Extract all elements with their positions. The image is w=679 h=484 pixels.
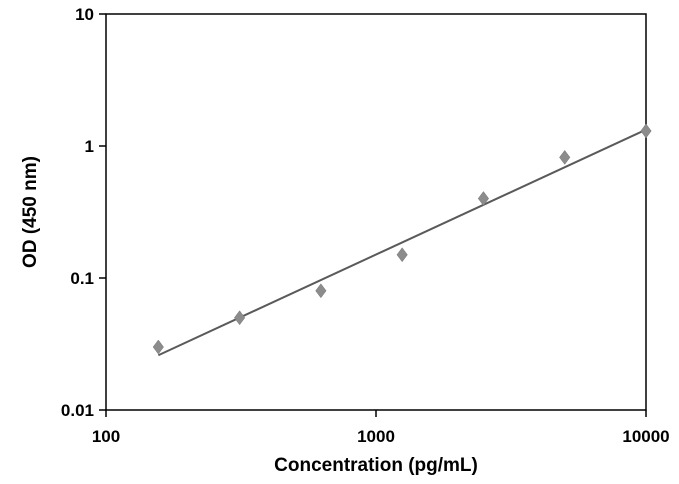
data-point-diamond — [315, 283, 327, 299]
x-axis-title: Concentration (pg/mL) — [274, 455, 478, 476]
data-points — [152, 123, 652, 355]
x-tick-label: 1000 — [357, 427, 395, 446]
data-point-diamond — [477, 191, 490, 206]
data-point-diamond — [396, 247, 408, 263]
x-tick-label: 100 — [92, 427, 120, 446]
data-point-diamond — [559, 149, 571, 165]
y-tick-label: 0.01 — [61, 401, 94, 420]
y-tick-label: 10 — [75, 5, 94, 24]
y-tick-label: 1 — [85, 137, 94, 156]
data-point-diamond — [152, 339, 164, 355]
y-tick-label: 0.1 — [70, 269, 94, 288]
data-point-diamond — [234, 310, 246, 326]
data-point-diamond — [640, 123, 652, 139]
x-tick-label: 10000 — [622, 427, 669, 446]
x-axis-ticks: 100 1000 10000 — [92, 410, 670, 446]
y-axis-ticks: 0.01 0.1 1 10 — [61, 5, 106, 420]
y-axis-title: OD (450 nm) — [20, 156, 41, 268]
trendline — [157, 128, 647, 357]
trendline-group — [157, 128, 647, 357]
plot-area-frame — [105, 13, 647, 411]
